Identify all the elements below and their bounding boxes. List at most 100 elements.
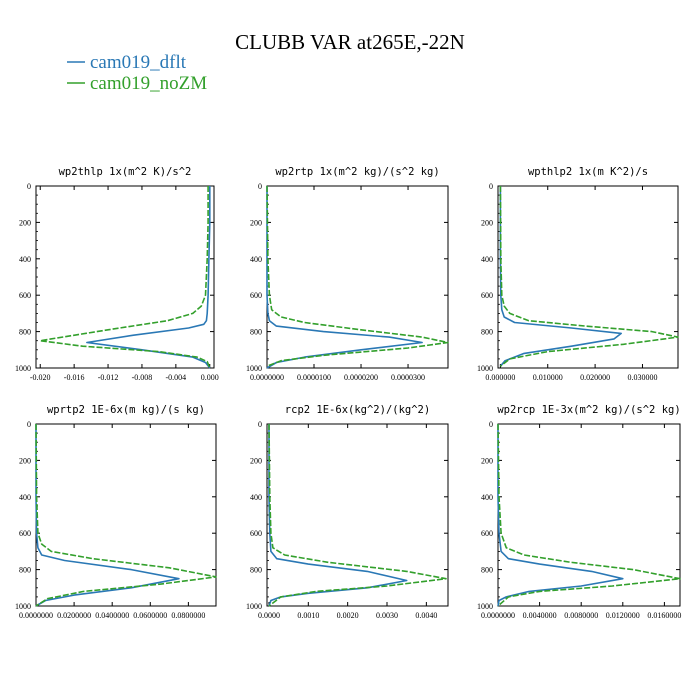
y-tick-label: 1000 [15, 364, 31, 373]
y-tick-label: 600 [481, 529, 493, 538]
panel-6: wp2rcp 1E-3x(m^2 kg)/(s^2 kg) 0 200 400 600 8… [477, 404, 681, 620]
y-tick-label: 0 [258, 182, 262, 191]
series-line-nozm [497, 423, 681, 607]
plot-frame [497, 423, 681, 607]
x-tick-label: 0.0000000 [19, 611, 53, 620]
y-tick-label: 0 [489, 420, 493, 429]
legend-label-dflt: cam019_dflt [90, 52, 187, 73]
panel-2: wp2rtp 1x(m^2 kg)/(s^2 kg) 0 200 400 600 800 1… [246, 166, 449, 382]
panel-4: wprtp2 1E-6x(m kg)/(s kg) 0 200 400 600 800 10… [15, 404, 217, 620]
series-line-nozm [266, 185, 449, 367]
panel-title: wp2rtp 1x(m^2 kg)/(s^2 kg) [275, 166, 439, 178]
y-tick-label: 800 [19, 566, 31, 575]
series-line-dflt [35, 424, 180, 607]
y-tick-label: 800 [19, 328, 31, 337]
y-tick-label: 0 [27, 420, 31, 429]
y-tick-label: 200 [481, 218, 493, 227]
y-tick-label: 0 [27, 182, 31, 191]
y-tick-label: 400 [250, 493, 262, 502]
x-tick-label: 0.0030 [376, 611, 398, 620]
y-tick-label: 1000 [477, 602, 493, 611]
panel-title: wpthlp2 1x(m K^2)/s [528, 166, 648, 178]
panel-5: rcp2 1E-6x(kg^2)/(kg^2) 0 200 400 600 800 1000… [246, 404, 449, 620]
plot-frame [266, 185, 449, 369]
x-tick-label: 0.0000100 [297, 373, 331, 382]
y-tick-label: 400 [19, 493, 31, 502]
y-tick-label: 800 [250, 328, 262, 337]
y-tick-label: 800 [481, 328, 493, 337]
y-tick-label: 600 [481, 291, 493, 300]
x-tick-label: 0.0120000 [606, 611, 640, 620]
x-tick-label: 0.000 [201, 373, 219, 382]
x-tick-label: 0.0040 [415, 611, 437, 620]
x-tick-label: -0.008 [132, 373, 153, 382]
y-tick-label: 1000 [15, 602, 31, 611]
x-tick-label: 0.010000 [533, 373, 563, 382]
plot-frame [35, 423, 217, 607]
x-tick-label: -0.004 [166, 373, 187, 382]
y-tick-label: 200 [250, 218, 262, 227]
x-tick-label: 0.030000 [627, 373, 657, 382]
y-tick-label: 200 [481, 456, 493, 465]
x-tick-label: 0.0600000 [133, 611, 167, 620]
panel-title: wp2rcp 1E-3x(m^2 kg)/(s^2 kg) [497, 404, 680, 416]
series-line-dflt [266, 186, 423, 369]
x-tick-label: 0.0400000 [95, 611, 129, 620]
y-tick-label: 400 [481, 255, 493, 264]
x-tick-label: 0.0000200 [344, 373, 378, 382]
y-tick-label: 1000 [246, 364, 262, 373]
series-line-nozm [499, 185, 679, 367]
plot-frame [497, 185, 679, 369]
x-tick-label: 0.0010 [297, 611, 319, 620]
series-line-nozm [268, 423, 447, 607]
x-tick-label: 0.0000300 [391, 373, 425, 382]
panel-1: wp2thlp 1x(m^2 K)/s^202004006008001000-0… [15, 166, 219, 382]
y-tick-label: 400 [19, 255, 31, 264]
y-tick-label: 600 [250, 291, 262, 300]
plot-frame [35, 185, 215, 369]
x-tick-label: -0.012 [98, 373, 119, 382]
series-line-dflt [268, 424, 408, 607]
x-tick-label: 0.020000 [580, 373, 610, 382]
y-tick-label: 600 [19, 529, 31, 538]
x-tick-label: -0.020 [30, 373, 51, 382]
y-tick-label: 200 [250, 456, 262, 465]
x-tick-label: -0.016 [64, 373, 85, 382]
y-tick-label: 600 [250, 529, 262, 538]
legend-label-nozm: cam019_noZM [90, 73, 207, 94]
x-tick-label: 0.000000 [485, 373, 515, 382]
series-line-dflt [86, 186, 211, 369]
y-tick-label: 800 [481, 566, 493, 575]
y-tick-label: 1000 [477, 364, 493, 373]
plot-frame [266, 423, 449, 607]
figure-title: CLUBB VAR at265E,-22N [235, 30, 465, 54]
x-tick-label: 0.0040000 [523, 611, 557, 620]
series-line-dflt [499, 186, 623, 367]
x-tick-label: 0.0020 [337, 611, 359, 620]
panel-title: wp2thlp 1x(m^2 K)/s^2 [59, 166, 192, 178]
y-tick-label: 400 [481, 493, 493, 502]
y-tick-label: 400 [250, 255, 262, 264]
x-tick-label: 0.0800000 [171, 611, 205, 620]
legend: cam019_dflt cam019_noZM [67, 52, 207, 94]
x-tick-label: 0.0200000 [57, 611, 91, 620]
y-tick-label: 0 [258, 420, 262, 429]
x-tick-label: 0.0000000 [481, 611, 515, 620]
panels: wp2thlp 1x(m^2 K)/s^202004006008001000-0… [15, 166, 681, 620]
y-tick-label: 0 [489, 182, 493, 191]
panel-title: rcp2 1E-6x(kg^2)/(kg^2) [285, 404, 430, 416]
y-tick-label: 600 [19, 291, 31, 300]
panel-title: wprtp2 1E-6x(m kg)/(s kg) [47, 404, 205, 416]
series-line-nozm [35, 423, 217, 607]
x-tick-label: 0.0160000 [647, 611, 681, 620]
y-tick-label: 1000 [246, 602, 262, 611]
y-tick-label: 200 [19, 218, 31, 227]
x-tick-label: 0.0000000 [250, 373, 284, 382]
series-line-dflt [497, 424, 624, 607]
series-line-nozm [39, 186, 211, 369]
x-tick-label: 0.0080000 [564, 611, 598, 620]
x-tick-label: 0.0000 [258, 611, 280, 620]
panel-3: wpthlp2 1x(m K^2)/s 0 200 400 600 800 10000.00… [477, 166, 679, 382]
y-tick-label: 800 [250, 566, 262, 575]
